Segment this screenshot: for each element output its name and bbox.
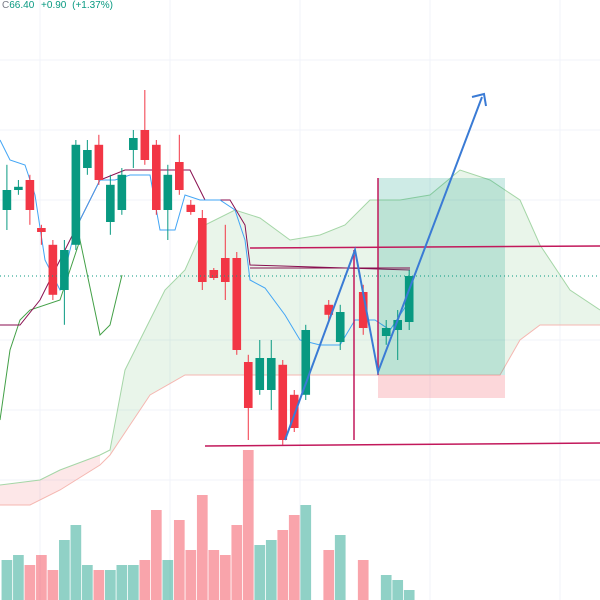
candle-body xyxy=(209,270,219,278)
header: C66.40 +0.90 (+1.37%) xyxy=(2,0,113,11)
volume-bar xyxy=(1,560,13,600)
candle-body xyxy=(25,180,35,210)
volume-bar xyxy=(13,555,24,600)
volume-bar xyxy=(24,565,36,600)
candle-body xyxy=(2,190,12,210)
candle-body xyxy=(106,184,115,222)
volume-bar xyxy=(196,495,208,600)
change-pct: (+1.37%) xyxy=(72,0,113,11)
candle-body xyxy=(197,218,207,282)
volume-bar xyxy=(323,550,335,600)
candle-body xyxy=(175,162,184,190)
candle-body xyxy=(404,276,414,322)
candle-body xyxy=(94,144,104,180)
change: +0.90 xyxy=(41,0,67,11)
volume-bar xyxy=(242,450,254,600)
arrow-head xyxy=(471,92,487,107)
series xyxy=(0,90,600,600)
volume-bar xyxy=(162,560,174,600)
volume-bar xyxy=(150,510,162,600)
candle-body xyxy=(278,364,288,440)
candle-body xyxy=(163,174,173,210)
candle-body xyxy=(358,292,368,328)
loss-zone xyxy=(378,375,505,398)
volume-bar xyxy=(70,525,82,600)
volume-bar xyxy=(105,570,116,600)
volume-bar xyxy=(82,565,93,600)
volume-bar xyxy=(208,550,220,600)
candle-body xyxy=(71,144,81,245)
close-value: 66.40 xyxy=(9,0,34,11)
candle-body xyxy=(232,258,242,350)
volume-bar xyxy=(116,565,128,600)
volume-bar xyxy=(139,560,151,600)
volume-bar xyxy=(403,590,415,600)
candle-body xyxy=(220,258,230,282)
volume-bar xyxy=(185,550,197,600)
candle-body xyxy=(14,186,23,190)
cloud-bull xyxy=(110,170,600,455)
volume-pane xyxy=(1,450,415,600)
candle-body xyxy=(117,174,127,210)
candle-body xyxy=(83,150,92,168)
span-b xyxy=(0,324,600,506)
volume-bar xyxy=(59,540,70,600)
volume-bar xyxy=(93,570,105,600)
zigzag xyxy=(284,96,483,441)
volume-bar xyxy=(231,525,243,600)
candle-body xyxy=(152,144,161,210)
span-a xyxy=(0,169,600,486)
cloud-bear xyxy=(0,455,100,505)
volume-bar xyxy=(173,520,185,600)
candle-body xyxy=(129,138,138,150)
volume-bar xyxy=(47,570,59,600)
position-tool xyxy=(378,178,505,398)
candle-body xyxy=(393,320,403,330)
volume-bar xyxy=(288,515,300,600)
volume-bar xyxy=(219,555,231,600)
drawing-line xyxy=(204,442,600,447)
candles xyxy=(2,90,414,445)
candle-body xyxy=(266,358,276,390)
candle-body xyxy=(301,330,311,395)
candle-body xyxy=(255,358,265,390)
volume-bar xyxy=(392,580,404,600)
candle-body xyxy=(48,244,58,295)
volume-bar xyxy=(334,535,346,600)
candle-body xyxy=(37,228,46,232)
volume-bar xyxy=(265,540,277,600)
volume-bar xyxy=(357,560,369,600)
candle-body xyxy=(186,204,196,212)
candle-body xyxy=(335,312,345,342)
lagging-span xyxy=(0,238,123,421)
volume-bar xyxy=(127,565,139,600)
ichimoku-cloud xyxy=(0,169,600,506)
volume-bar xyxy=(380,575,392,600)
candle-body xyxy=(140,130,150,160)
candle-body xyxy=(60,250,69,290)
candle-body xyxy=(243,362,253,408)
profit-zone xyxy=(378,178,505,375)
candle-body xyxy=(324,304,334,315)
volume-bar xyxy=(254,545,266,600)
projection xyxy=(284,92,487,441)
volume-bar xyxy=(36,555,47,600)
volume-bar xyxy=(300,505,312,600)
close-label: C xyxy=(2,0,9,11)
candle-body xyxy=(381,328,391,336)
candle-body xyxy=(289,394,299,428)
volume-bar xyxy=(277,530,289,600)
